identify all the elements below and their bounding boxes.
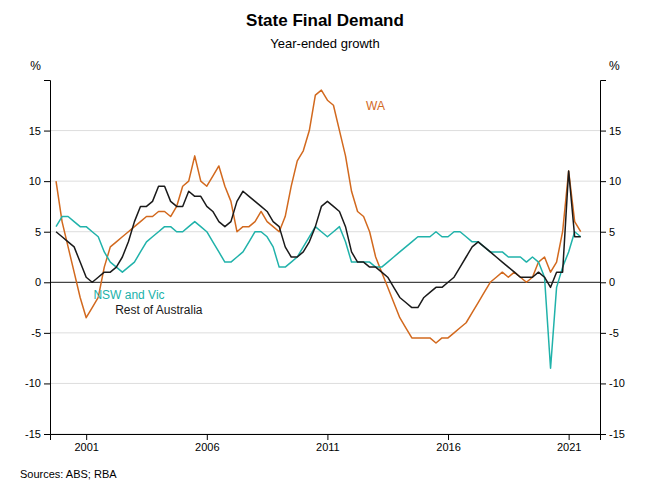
x-tick-mark xyxy=(207,434,208,440)
y2-tick-mark xyxy=(600,434,606,435)
x-tick-mark xyxy=(327,434,328,440)
y-tick-label: -15 xyxy=(25,428,41,440)
annotation: WA xyxy=(366,99,385,113)
x-tick-label: 2016 xyxy=(436,441,460,453)
y-tick-label: -10 xyxy=(25,377,41,389)
y2-tick-mark xyxy=(600,383,606,384)
x-tick-label: 2021 xyxy=(557,441,581,453)
y2-tick-label: 5 xyxy=(609,226,615,238)
y-tick: -10 xyxy=(25,377,50,389)
y-tick-mark xyxy=(44,282,50,283)
y2-tick: -15 xyxy=(600,428,625,440)
y2-tick-label: 0 xyxy=(609,276,615,288)
annotation: Rest of Australia xyxy=(115,303,203,317)
y-tick: 0 xyxy=(35,276,50,288)
y2-tick-mark xyxy=(600,282,606,283)
y-tick-label: 10 xyxy=(29,175,41,187)
x-tick: 2011 xyxy=(316,434,340,453)
y2-axis: -15 -10 -5 0 5 10 15 xyxy=(600,81,625,441)
y-tick: 5 xyxy=(35,226,50,238)
series-line xyxy=(56,217,581,369)
x-tick-label: 2011 xyxy=(316,441,340,453)
y-tick-label: -5 xyxy=(31,327,41,339)
y2-axis-label: % xyxy=(609,59,620,73)
y2-tick-label: -15 xyxy=(609,428,625,440)
x-tick-mark xyxy=(448,434,449,440)
grid-line xyxy=(50,282,600,283)
y-tick: -5 xyxy=(31,327,50,339)
y2-tick-label: 10 xyxy=(609,175,621,187)
chart: 2001 2006 2011 2016 2021 -15 -10 -5 0 5 10 15 -15 -10… xyxy=(0,0,650,488)
y2-tick: 10 xyxy=(600,175,621,187)
y-tick-mark xyxy=(44,131,50,132)
series-line xyxy=(56,171,581,308)
y-tick: 15 xyxy=(29,125,50,137)
x-axis-line xyxy=(51,435,601,441)
y2-tick: 15 xyxy=(600,125,621,137)
x-tick: 2006 xyxy=(195,434,219,453)
grid-line xyxy=(50,332,600,333)
y-axis-line xyxy=(44,81,51,435)
grid xyxy=(50,131,600,434)
y2-axis-line xyxy=(601,81,607,435)
series-line xyxy=(56,90,581,343)
x-tick: 2001 xyxy=(74,434,98,453)
y-tick-label: 0 xyxy=(35,276,41,288)
y-tick-mark xyxy=(44,232,50,233)
grid-line xyxy=(50,383,600,384)
y-axis: -15 -10 -5 0 5 10 15 xyxy=(25,81,50,441)
y-tick-label: 5 xyxy=(35,226,41,238)
title: State Final Demand xyxy=(246,11,404,30)
source: Sources: ABS; RBA xyxy=(20,468,117,480)
x-tick-mark xyxy=(569,434,570,440)
y2-tick-mark xyxy=(600,232,606,233)
plot-area xyxy=(56,90,581,368)
y2-tick: -5 xyxy=(600,327,619,339)
y2-tick-mark xyxy=(600,181,606,182)
y-axis-label: % xyxy=(30,59,41,73)
y-tick-mark xyxy=(44,333,50,334)
x-tick: 2016 xyxy=(436,434,460,453)
y-tick-mark xyxy=(44,383,50,384)
x-tick: 2021 xyxy=(557,434,581,453)
x-axis: 2001 2006 2011 2016 2021 xyxy=(51,434,601,453)
y2-tick-label: -5 xyxy=(609,327,619,339)
y2-tick: 5 xyxy=(600,226,615,238)
subtitle: Year-ended growth xyxy=(270,36,379,51)
annotation: NSW and Vic xyxy=(93,288,164,302)
y2-tick-mark xyxy=(600,131,606,132)
x-tick-label: 2001 xyxy=(74,441,98,453)
y2-tick-label: 15 xyxy=(609,125,621,137)
grid-line xyxy=(50,231,600,232)
grid-line xyxy=(50,130,600,131)
y-tick-mark xyxy=(44,181,50,182)
texts: State Final Demand Year-ended growth%% WA N… xyxy=(20,11,620,480)
x-tick-mark xyxy=(86,434,87,440)
chart-container: 2001 2006 2011 2016 2021 -15 -10 -5 0 5 10 15 -15 -10… xyxy=(0,0,650,488)
x-tick-label: 2006 xyxy=(195,441,219,453)
grid-line xyxy=(50,181,600,182)
y2-tick: 0 xyxy=(600,276,615,288)
y-tick-mark xyxy=(44,434,50,435)
y-tick: 10 xyxy=(29,175,50,187)
y-tick-label: 15 xyxy=(29,125,41,137)
y-tick: -15 xyxy=(25,428,50,440)
y2-tick-mark xyxy=(600,333,606,334)
y2-tick-label: -10 xyxy=(609,377,625,389)
y2-tick: -10 xyxy=(600,377,625,389)
